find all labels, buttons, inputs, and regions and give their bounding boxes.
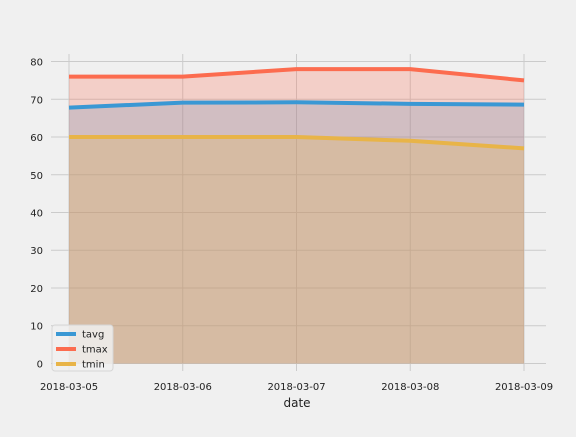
- y-tick-label: 50: [30, 171, 43, 182]
- legend: tavg tmax tmin: [52, 325, 113, 371]
- y-tick-label: 30: [30, 246, 43, 257]
- y-tick-label: 70: [30, 95, 43, 106]
- legend-label-tmax: tmax: [82, 345, 108, 356]
- x-tick-label: 2018-03-05: [40, 382, 98, 393]
- x-tick-label: 2018-03-09: [495, 382, 553, 393]
- y-tick-label: 20: [30, 284, 43, 295]
- x-axis-label: date: [283, 396, 310, 410]
- y-axis-ticks: 0 10 20 30 40 50 60 70 80: [30, 58, 43, 371]
- x-tick-label: 2018-03-06: [154, 382, 212, 393]
- area-fills: [69, 69, 524, 363]
- y-tick-label: 60: [30, 133, 43, 144]
- y-tick-label: 0: [37, 359, 43, 370]
- legend-label-tmin: tmin: [82, 360, 105, 371]
- legend-label-tavg: tavg: [82, 330, 104, 341]
- y-tick-label: 40: [30, 209, 43, 220]
- y-tick-label: 10: [30, 322, 43, 333]
- x-tick-label: 2018-03-07: [267, 382, 325, 393]
- x-tick-label: 2018-03-08: [381, 382, 439, 393]
- area-fill-tmin: [69, 137, 524, 363]
- y-tick-label: 80: [30, 58, 43, 69]
